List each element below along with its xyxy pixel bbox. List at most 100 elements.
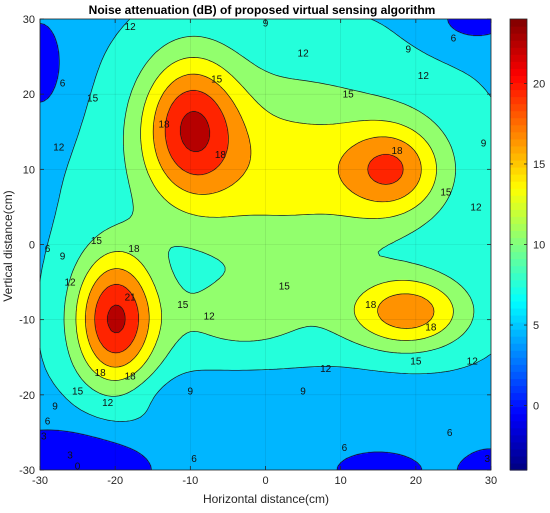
colorbar-segment — [510, 434, 527, 443]
chart-title: Noise attenuation (dB) of proposed virtu… — [89, 3, 436, 17]
colorbar-segment — [510, 166, 527, 175]
contour-line-3 — [39, 18, 492, 471]
contour-label: 18 — [128, 244, 140, 255]
colorbar-segment — [510, 300, 527, 309]
contour-label: 12 — [53, 142, 65, 153]
colorbar-segment — [510, 258, 527, 267]
colorbar-segment — [510, 181, 527, 189]
contour-label: 15 — [72, 387, 84, 398]
colorbar-segment — [510, 462, 527, 471]
contour-label: 12 — [102, 398, 114, 409]
contour-label: 6 — [45, 244, 51, 255]
x-tick-label: -20 — [107, 475, 123, 487]
contour-label: 6 — [451, 33, 457, 44]
colorbar-segment — [510, 110, 527, 119]
contour-line-21 — [107, 111, 211, 334]
colorbar-segment — [510, 40, 527, 48]
colorbar-segment — [510, 117, 527, 126]
contour-label: 12 — [467, 357, 479, 368]
colorbar-segment — [510, 448, 527, 457]
colorbar-segment — [510, 26, 527, 34]
colorbar-segment — [510, 265, 527, 274]
colorbar-segment — [510, 364, 527, 372]
contour-label: 9 — [406, 45, 412, 56]
colorbar-segment — [510, 61, 527, 69]
colorbar-segment — [510, 138, 527, 147]
colorbar-segment — [510, 216, 527, 224]
colorbar-segment — [510, 272, 527, 281]
colorbar-segment — [510, 392, 527, 401]
contour-label: 15 — [91, 236, 103, 247]
colorbar-segment — [510, 103, 527, 112]
contour-label: 15 — [177, 300, 189, 311]
colorbar-segment — [510, 329, 527, 337]
colorbar-segment — [510, 244, 527, 253]
colorbar-tick-label: 10 — [533, 240, 545, 252]
contour-label: 6 — [45, 417, 51, 428]
colorbar-segment — [510, 159, 527, 168]
colorbar: 0 5 10 15 20 — [509, 18, 545, 471]
contour-label: 15 — [211, 75, 223, 86]
contour-label: 6 — [60, 78, 66, 89]
colorbar-tick-label: 15 — [533, 159, 545, 171]
contour-label: 3 — [41, 432, 47, 443]
x-tick-label: 10 — [335, 475, 347, 487]
contour-label: 15 — [279, 281, 291, 292]
x-tick-label: -10 — [182, 475, 198, 487]
colorbar-segment — [510, 96, 527, 105]
contour-label: 0 — [75, 462, 81, 473]
y-tick-label: 20 — [23, 89, 35, 101]
colorbar-segment — [510, 350, 527, 358]
colorbar-segment — [510, 82, 527, 91]
contour-fill — [40, 19, 491, 470]
colorbar-segment — [510, 54, 527, 62]
contour-label: 6 — [191, 454, 197, 465]
contour-label: 12 — [65, 278, 77, 289]
colorbar-segment — [510, 230, 527, 239]
y-tick-label: 0 — [29, 240, 35, 252]
colorbar-segment — [510, 399, 527, 408]
colorbar-segment — [510, 385, 527, 394]
contour-label: 15 — [440, 187, 452, 198]
contour-label: 21 — [125, 293, 137, 304]
contour-label: 18 — [125, 372, 137, 383]
contour-label: 18 — [391, 146, 403, 157]
colorbar-segment — [510, 152, 527, 161]
colorbar-segment — [510, 19, 527, 27]
contour-label: 9 — [300, 387, 306, 398]
contour-label: 3 — [67, 450, 73, 461]
contour-line-12 — [75, 57, 454, 381]
y-axis-label: Vertical distance(cm) — [1, 190, 15, 301]
colorbar-segment — [510, 174, 527, 182]
colorbar-segment — [510, 75, 527, 84]
colorbar-segment — [510, 188, 527, 196]
colorbar-segment — [510, 68, 527, 76]
contour-label: 9 — [188, 387, 194, 398]
y-tick-label: 30 — [23, 14, 35, 26]
colorbar-segment — [510, 124, 527, 133]
contour-label: 9 — [481, 139, 487, 150]
contour-label: 12 — [470, 202, 482, 213]
contour-line-18 — [94, 90, 404, 354]
colorbar-segment — [510, 279, 527, 288]
colorbar-segment — [510, 357, 527, 365]
contour-label: 12 — [125, 22, 137, 33]
contour-label: 15 — [343, 90, 355, 101]
colorbar-segment — [510, 441, 527, 450]
colorbar-segment — [510, 89, 527, 98]
colorbar-segment — [510, 33, 527, 41]
x-tick-label: 30 — [485, 475, 497, 487]
colorbar-tick-label: 0 — [533, 401, 539, 413]
colorbar-segment — [510, 237, 527, 246]
contour-label: 15 — [410, 357, 422, 368]
colorbar-segment — [510, 286, 527, 295]
y-tick-label: 10 — [23, 164, 35, 176]
contour-line-15 — [85, 73, 435, 368]
contour-line-9 — [63, 35, 475, 397]
contour-label: 6 — [447, 428, 453, 439]
x-tick-label: 0 — [262, 475, 268, 487]
colorbar-segment — [510, 251, 527, 260]
